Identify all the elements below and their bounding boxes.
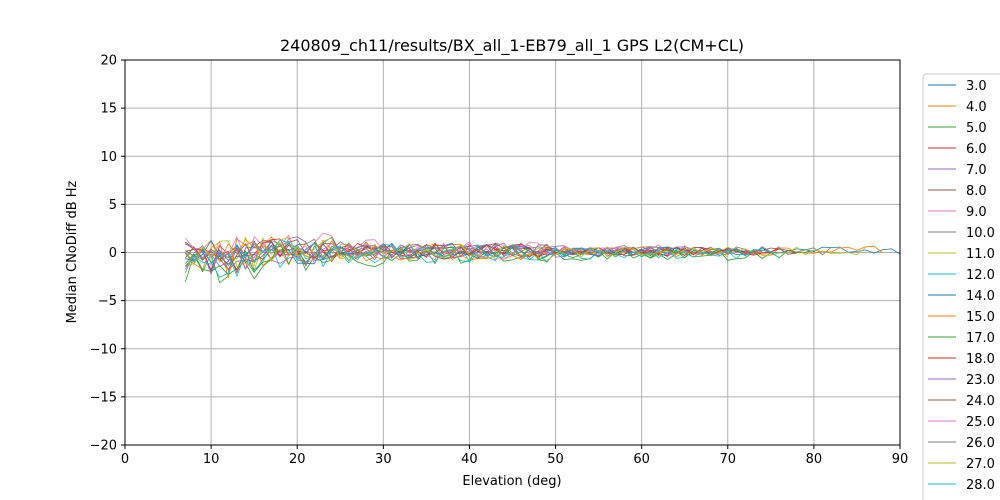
y-tick-label: −15	[90, 390, 117, 405]
legend: 3.0 4.0 5.0 6.0 7.0 8.0 9.0 10.0 11.0 12.0 14.0 15.…	[922, 73, 1000, 500]
series-line-18.0	[185, 241, 780, 271]
legend-label: 15.0	[966, 310, 995, 325]
y-tick-label: −10	[90, 342, 117, 357]
legend-label: 23.0	[966, 373, 995, 388]
x-tick-label: 30	[375, 452, 392, 467]
series-line-27.0	[184, 237, 729, 267]
legend-frame	[922, 73, 1000, 500]
axis-ticks: 0 10 20 30 40 50 60 70 80 90 −20 −15 −10 −5 0 5 10 15 20	[90, 54, 909, 468]
legend-label: 6.0	[966, 142, 987, 157]
legend-label: 7.0	[966, 163, 987, 178]
legend-label: 10.0	[966, 226, 995, 241]
y-tick-label: 20	[100, 54, 117, 69]
y-tick-label: −5	[98, 294, 117, 309]
y-tick-label: 0	[109, 246, 117, 261]
x-tick-label: 40	[461, 452, 478, 467]
legend-label: 24.0	[966, 394, 995, 409]
legend-label: 8.0	[966, 184, 987, 199]
legend-label: 27.0	[966, 457, 995, 472]
x-tick-label: 20	[289, 452, 306, 467]
legend-label: 14.0	[966, 289, 995, 304]
series-lines	[184, 232, 901, 284]
legend-label: 3.0	[966, 79, 987, 94]
x-tick-label: 80	[806, 452, 823, 467]
x-tick-label: 70	[720, 452, 737, 467]
x-axis-label: Elevation (deg)	[462, 474, 561, 489]
legend-label: 17.0	[966, 331, 995, 346]
legend-label: 11.0	[966, 247, 995, 262]
legend-label: 28.0	[966, 478, 995, 493]
grid	[125, 60, 900, 445]
x-tick-label: 60	[633, 452, 650, 467]
legend-label: 12.0	[966, 268, 995, 283]
y-tick-label: 10	[100, 150, 117, 165]
legend-label: 18.0	[966, 352, 995, 367]
legend-label: 4.0	[966, 100, 987, 115]
y-tick-label: −20	[90, 439, 117, 454]
y-tick-label: 15	[100, 102, 117, 117]
y-axis-label: Median CNoDiff dB Hz	[65, 180, 80, 323]
series-line-28.0	[184, 239, 780, 277]
chart-title: 240809_ch11/results/BX_all_1-EB79_all_1 …	[280, 36, 744, 56]
y-tick-label: 5	[109, 198, 117, 213]
legend-label: 25.0	[966, 415, 995, 430]
x-tick-label: 0	[121, 452, 129, 467]
x-tick-label: 10	[203, 452, 220, 467]
x-tick-label: 90	[892, 452, 909, 467]
legend-label: 9.0	[966, 205, 987, 220]
legend-label: 26.0	[966, 436, 995, 451]
x-tick-label: 50	[547, 452, 564, 467]
legend-label: 5.0	[966, 121, 987, 136]
